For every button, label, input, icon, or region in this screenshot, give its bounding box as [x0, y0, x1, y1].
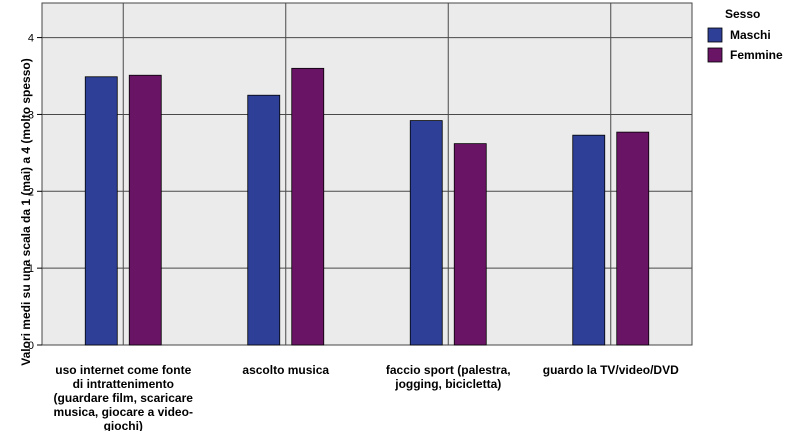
bar-maschi: [409, 120, 443, 346]
y-tick-label: 1: [28, 263, 34, 275]
y-tick-label: 3: [28, 109, 34, 121]
x-axis: uso internet come fonte di intratteniment…: [54, 363, 680, 431]
legend-label-femmine: Femmine: [730, 48, 783, 62]
bar-femmine: [128, 74, 162, 346]
y-tick-label: 4: [28, 33, 34, 45]
bar-femmine: [616, 131, 650, 346]
y-tick-label: 0: [28, 340, 34, 352]
y-axis: 0 1 2 3 4: [28, 33, 42, 352]
bars: [84, 67, 650, 346]
legend-label-maschi: Maschi: [730, 28, 771, 42]
x-category-label: ascolto musica: [242, 363, 329, 377]
y-axis-label: Valori medi su una scala da 1 (mai) a 4 …: [19, 58, 33, 365]
legend: Sesso Maschi Femmine: [707, 7, 783, 63]
bar-maschi: [84, 76, 118, 346]
legend-swatch-femmine: [707, 47, 723, 63]
x-category-label: uso internet come fonte di intratteniment…: [54, 363, 194, 431]
x-category-label: guardo la TV/video/DVD: [543, 363, 679, 377]
legend-swatch-maschi: [707, 27, 723, 43]
bar-femmine: [453, 143, 487, 346]
bar-femmine: [291, 67, 325, 346]
y-tick-label: 2: [28, 186, 34, 198]
bar-maschi: [247, 94, 281, 346]
x-category-label: faccio sport (palestra, jogging, biciclet…: [386, 363, 511, 391]
legend-title: Sesso: [725, 7, 760, 21]
bar-maschi: [572, 134, 606, 346]
